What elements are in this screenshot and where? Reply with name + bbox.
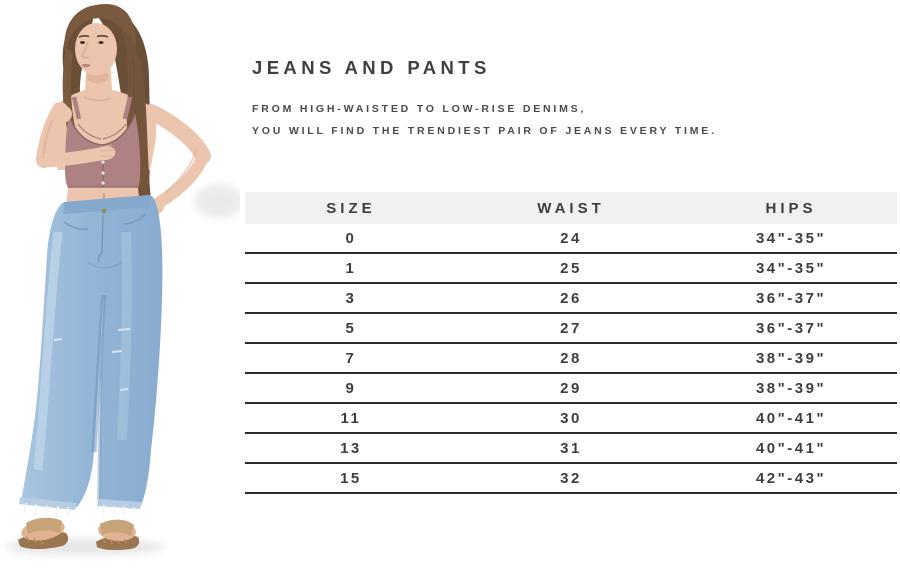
column-header-waist: WAIST	[537, 199, 605, 217]
fly-seam	[97, 214, 104, 264]
sandal-strap	[100, 519, 134, 536]
waist-cell: 28	[560, 349, 582, 367]
top-strap	[71, 96, 82, 120]
table-row: 9 29 38"-39"	[245, 374, 897, 404]
nose	[81, 41, 90, 59]
table-row: 5 27 36"-37"	[245, 314, 897, 344]
waist-cell: 29	[560, 379, 582, 397]
waist-cell: 25	[560, 259, 582, 277]
waist-cell: 26	[560, 289, 582, 307]
size-table: SIZE WAIST HIPS 0 24 34"-35" 1 25 34"-35…	[245, 192, 897, 494]
waist-cell: 24	[560, 229, 582, 247]
column-header-hips: HIPS	[765, 199, 817, 217]
jeans-button	[101, 208, 107, 214]
size-table-header: SIZE WAIST HIPS	[245, 192, 897, 224]
size-cell: 0	[345, 229, 357, 247]
size-cell: 7	[345, 349, 357, 367]
lips	[81, 63, 91, 68]
table-row: 0 24 34"-35"	[245, 224, 897, 254]
sandals	[18, 517, 140, 551]
hips-cell: 36"-37"	[755, 319, 827, 337]
size-cell: 1	[345, 259, 357, 277]
size-cell: 15	[340, 469, 362, 487]
top-button	[100, 170, 106, 176]
table-row: 3 26 36"-37"	[245, 284, 897, 314]
subtitle-line-2: YOU WILL FIND THE TRENDIEST PAIR OF JEAN…	[252, 125, 717, 137]
top-strap	[122, 96, 133, 120]
toes	[25, 535, 44, 545]
right-arm	[36, 102, 116, 168]
size-cell: 3	[345, 289, 357, 307]
column-header-size: SIZE	[326, 199, 376, 217]
size-cell: 13	[340, 439, 362, 457]
subtitle-line-1: FROM HIGH-WAISTED TO LOW-RISE DENIMS,	[252, 103, 587, 115]
pocket	[63, 221, 89, 230]
table-row: 11 30 40"-41"	[245, 404, 897, 434]
waistband	[63, 195, 151, 214]
hips-cell: 40"-41"	[755, 439, 827, 457]
top-button	[100, 159, 106, 165]
hips-cell: 42"-43"	[755, 469, 827, 487]
sandal-strap	[26, 517, 62, 534]
eye	[98, 41, 104, 44]
fray-threads	[23, 502, 135, 518]
frayed-hem	[97, 499, 142, 509]
waist-cell: 32	[560, 469, 582, 487]
table-row: 13 31 40"-41"	[245, 434, 897, 464]
hips-cell: 38"-39"	[755, 349, 827, 367]
top-button	[100, 180, 106, 186]
toes	[102, 537, 127, 545]
right-hand	[96, 145, 116, 161]
hips-cell: 34"-35"	[755, 259, 827, 277]
model-illustration	[0, 0, 244, 565]
size-cell: 11	[340, 409, 362, 427]
size-cell: 5	[345, 319, 357, 337]
page-title: JEANS AND PANTS	[252, 57, 491, 78]
hips-cell: 40"-41"	[755, 409, 827, 427]
eyebrow	[78, 35, 90, 38]
waist-cell: 30	[560, 409, 582, 427]
table-row: 15 32 42"-43"	[245, 464, 897, 494]
size-cell: 9	[345, 379, 357, 397]
table-row: 7 28 38"-39"	[245, 344, 897, 374]
model-photo	[0, 0, 244, 565]
waist-cell: 27	[560, 319, 582, 337]
backdrop-shadow	[194, 184, 244, 218]
frayed-hem	[19, 497, 77, 510]
table-row: 1 25 34"-35"	[245, 254, 897, 284]
face	[75, 23, 117, 75]
hips-cell: 38"-39"	[755, 379, 827, 397]
jeans	[19, 195, 163, 518]
left-arm	[143, 104, 211, 208]
eyebrow	[96, 35, 109, 38]
pocket	[123, 213, 147, 225]
distress-marks	[53, 328, 131, 391]
eye	[79, 41, 86, 44]
collarbone	[83, 96, 112, 101]
hips-cell: 36"-37"	[755, 289, 827, 307]
waist-cell: 31	[560, 439, 582, 457]
hips-cell: 34"-35"	[755, 229, 827, 247]
